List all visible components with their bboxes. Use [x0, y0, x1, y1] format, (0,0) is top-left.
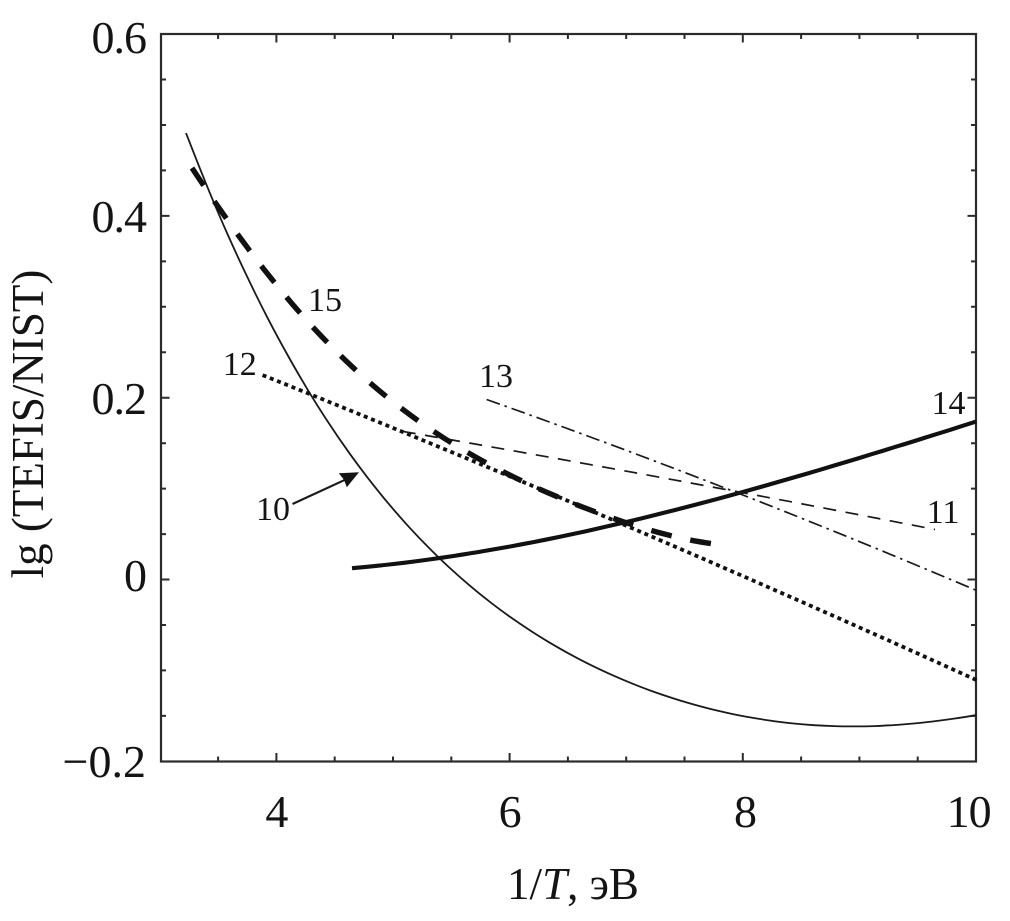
svg-text:4: 4: [265, 786, 288, 837]
svg-text:0.2: 0.2: [92, 373, 147, 424]
svg-text:15: 15: [308, 282, 342, 319]
svg-text:−0.2: −0.2: [63, 736, 146, 787]
svg-text:8: 8: [734, 786, 756, 837]
svg-text:lg (TEFIS/NIST): lg (TEFIS/NIST): [3, 270, 53, 579]
svg-text:12: 12: [223, 346, 257, 383]
svg-text:10: 10: [947, 786, 991, 837]
svg-text:13: 13: [479, 358, 513, 395]
svg-text:0.4: 0.4: [92, 191, 148, 242]
svg-text:0: 0: [124, 550, 146, 601]
svg-text:11: 11: [927, 494, 960, 531]
svg-text:14: 14: [932, 385, 966, 422]
svg-text:10: 10: [256, 491, 290, 528]
svg-text:1/T, эВ: 1/T, эВ: [507, 859, 639, 909]
svg-text:0.6: 0.6: [92, 12, 147, 63]
svg-text:6: 6: [499, 786, 521, 837]
